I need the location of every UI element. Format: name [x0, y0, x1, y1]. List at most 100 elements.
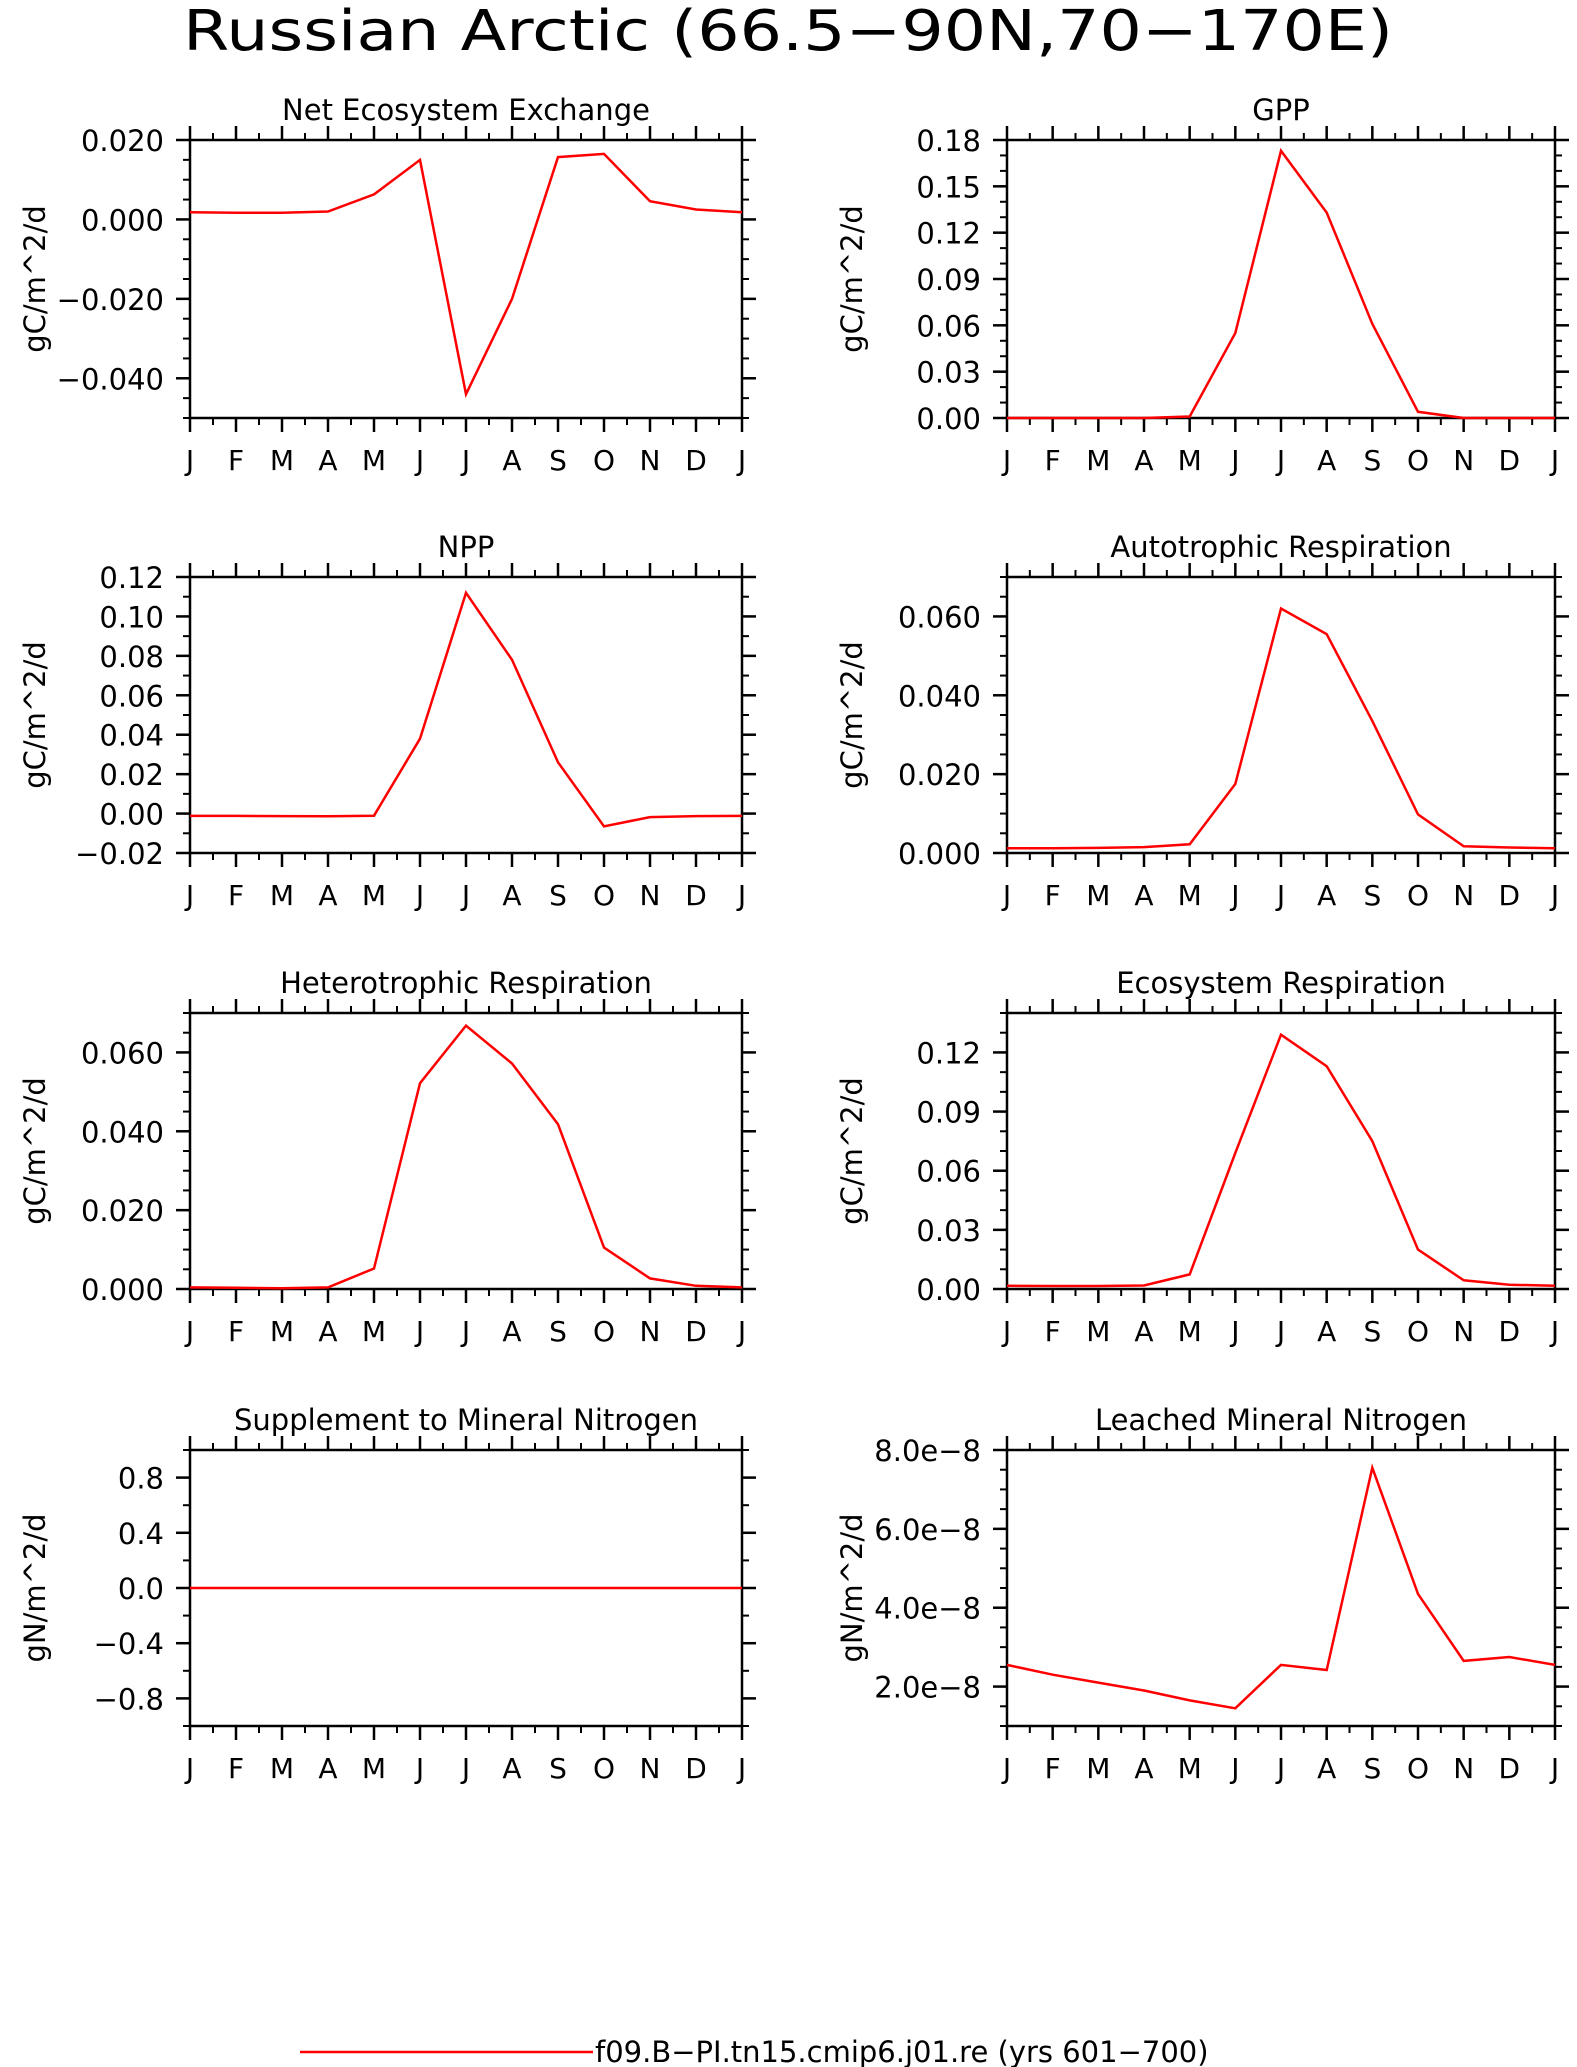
y-tick-label: −0.020	[57, 283, 164, 317]
y-tick-label: 0.000	[81, 203, 164, 237]
x-tick-label: J	[460, 1752, 470, 1785]
y-tick-label: 0.03	[916, 356, 981, 390]
x-tick-label: J	[1229, 1752, 1239, 1785]
x-tick-label: J	[1549, 879, 1559, 912]
y-tick-label: 0.09	[916, 263, 981, 297]
x-tick-label: J	[1229, 1315, 1239, 1348]
x-tick-label: A	[318, 444, 337, 477]
x-tick-label: D	[1499, 1315, 1521, 1348]
x-tick-label: F	[1045, 1752, 1061, 1785]
y-tick-label: 0.10	[99, 600, 164, 634]
y-tick-label: 0.06	[916, 309, 981, 343]
y-axis-label: gN/m^2/d	[18, 1513, 52, 1662]
x-tick-label: S	[1363, 1315, 1381, 1348]
x-tick-label: F	[228, 1315, 244, 1348]
x-tick-label: A	[1134, 1752, 1153, 1785]
x-tick-label: M	[1178, 1752, 1202, 1785]
x-tick-label: N	[1453, 1752, 1474, 1785]
x-tick-label: O	[1407, 1315, 1429, 1348]
x-tick-label: J	[184, 1315, 194, 1348]
series-line	[1007, 147, 1555, 420]
x-tick-label: J	[1275, 879, 1285, 912]
x-tick-label: J	[1549, 1315, 1559, 1348]
x-tick-label: J	[414, 1315, 424, 1348]
x-tick-label: F	[1045, 879, 1061, 912]
x-tick-label: J	[1001, 444, 1011, 477]
y-axis-label: gC/m^2/d	[18, 205, 52, 353]
panel-title: Ecosystem Respiration	[1116, 966, 1446, 1000]
x-tick-label: J	[1275, 444, 1285, 477]
x-tick-label: J	[1001, 1752, 1011, 1785]
x-tick-label: D	[685, 444, 707, 477]
x-tick-label: A	[502, 1315, 521, 1348]
x-tick-label: N	[1453, 444, 1474, 477]
y-tick-label: −0.4	[94, 1627, 164, 1661]
x-tick-label: A	[1317, 1315, 1336, 1348]
y-tick-label: 0.8	[118, 1462, 164, 1496]
x-tick-label: M	[270, 1315, 294, 1348]
y-tick-label: 0.00	[916, 1273, 981, 1307]
x-tick-label: S	[1363, 879, 1381, 912]
x-tick-label: S	[1363, 444, 1381, 477]
x-tick-label: O	[593, 1752, 615, 1785]
x-tick-label: F	[228, 1752, 244, 1785]
x-tick-label: S	[549, 444, 567, 477]
x-tick-label: F	[228, 444, 244, 477]
series-line	[189, 1023, 743, 1290]
x-tick-label: O	[593, 1315, 615, 1348]
x-tick-label: J	[1229, 444, 1239, 477]
chart-panel: J F M A M J J A S O N D J0.0000.0200.0400.060Autotro…	[835, 530, 1569, 912]
x-tick-label: J	[184, 1752, 194, 1785]
x-tick-label: M	[1086, 1752, 1110, 1785]
y-tick-label: 2.0e−8	[874, 1671, 981, 1705]
x-tick-label: D	[1499, 1752, 1521, 1785]
x-tick-label: D	[685, 879, 707, 912]
y-axis-label: gC/m^2/d	[835, 205, 869, 353]
y-tick-label: 0.020	[898, 758, 981, 792]
x-tick-label: M	[270, 879, 294, 912]
x-tick-label: O	[1407, 879, 1429, 912]
x-tick-label: J	[1001, 1315, 1011, 1348]
x-tick-label: F	[228, 879, 244, 912]
x-tick-label: N	[1453, 879, 1474, 912]
x-tick-label: J	[1001, 879, 1011, 912]
x-tick-label: O	[593, 444, 615, 477]
x-tick-label: J	[736, 444, 746, 477]
y-tick-label: 0.000	[898, 837, 981, 871]
x-tick-label: F	[1045, 1315, 1061, 1348]
y-tick-label: 0.040	[898, 679, 981, 713]
x-tick-label: N	[640, 879, 661, 912]
x-tick-label: D	[685, 1315, 707, 1348]
y-tick-label: 0.06	[916, 1155, 981, 1189]
x-tick-label: A	[1134, 444, 1153, 477]
x-tick-label: A	[1317, 1752, 1336, 1785]
chart-panel: J F M A M J J A S O N D J0.000.030.060.090.12Ecosyst…	[835, 966, 1569, 1348]
y-tick-label: 0.08	[99, 640, 164, 674]
series-line	[190, 589, 743, 828]
x-tick-label: J	[736, 879, 746, 912]
y-tick-label: −0.8	[94, 1682, 164, 1716]
x-tick-label: J	[736, 1315, 746, 1348]
series-line	[1006, 1463, 1556, 1710]
x-tick-label: O	[593, 879, 615, 912]
chart-panel: J F M A M J J A S O N D J−0.020.000.020.040.060.080.…	[18, 530, 756, 912]
y-tick-label: 0.060	[81, 1036, 164, 1070]
panel-title: Heterotrophic Respiration	[280, 966, 652, 1000]
x-tick-label: O	[1407, 444, 1429, 477]
x-tick-label: A	[502, 879, 521, 912]
x-tick-label: J	[1275, 1752, 1285, 1785]
x-tick-label: A	[318, 1315, 337, 1348]
x-tick-label: J	[1549, 1752, 1559, 1785]
y-tick-label: 0.0	[118, 1572, 164, 1606]
series-line	[1007, 606, 1556, 850]
y-tick-label: 0.12	[99, 561, 164, 595]
x-tick-label: S	[549, 1752, 567, 1785]
y-axis-label: gN/m^2/d	[835, 1513, 869, 1662]
x-tick-label: J	[1229, 879, 1239, 912]
y-tick-label: 0.020	[81, 1194, 164, 1228]
x-tick-label: J	[184, 444, 194, 477]
x-tick-label: A	[1134, 879, 1153, 912]
panel-title: Net Ecosystem Exchange	[282, 93, 650, 127]
y-axis-label: gC/m^2/d	[835, 1077, 869, 1225]
